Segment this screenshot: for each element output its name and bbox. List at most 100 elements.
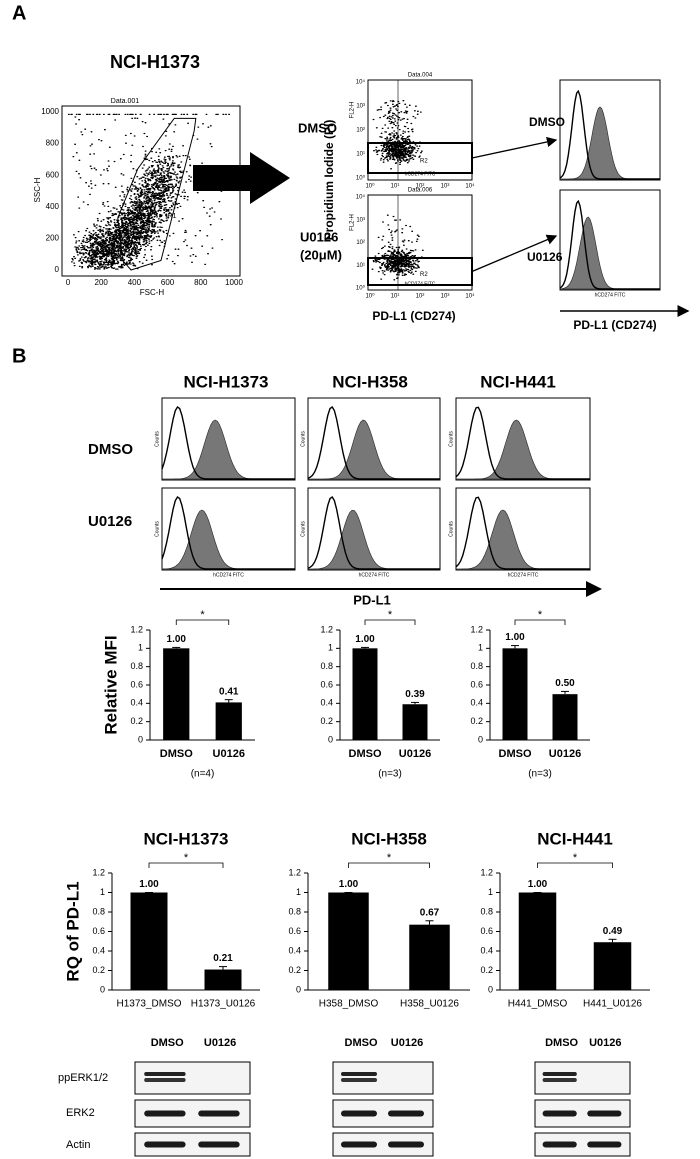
significance-label: * [388,609,393,621]
bar [328,892,369,990]
bar [402,704,428,740]
bar [502,648,528,740]
y-tick-label: 0.2 [288,965,301,975]
sample-note: (n=3) [378,769,402,780]
y-tick-label: 0 [100,984,105,994]
cell-line: NCI-H441 [480,372,556,391]
row-label: Actin [66,1139,90,1151]
y-tick-label: 0.4 [480,945,493,955]
bar [352,648,378,740]
x-tick-label: H441_DMSO [508,999,568,1010]
y-tick-label: 0.8 [320,661,333,671]
band [144,1141,186,1148]
hist-open [455,496,590,570]
x-tick-label: 0 [66,278,71,287]
hist-open [161,405,295,480]
value-label: 0.21 [213,953,233,964]
dotplot-dots [372,100,423,170]
hist-frame [307,487,441,571]
band [144,1078,186,1082]
panel-label: A [12,2,26,24]
y-tick-label: 0.8 [288,906,301,916]
y-tick-label: 0.2 [320,716,333,726]
y-tick-label: 10² [356,128,365,134]
y-tick-label: 0.8 [130,661,143,671]
significance-bracket [348,862,430,868]
y-tick-label: 0.2 [92,965,105,975]
axis-label: hCD274 FITC [405,171,436,177]
plot-header: Data.006 [408,188,433,194]
y-tick-label: 1 [478,643,483,653]
gate-label: R1 [168,213,177,220]
axis-label: SSC-H [33,177,42,202]
value-label: 1.00 [528,879,548,890]
y-tick-label: 1.2 [320,624,333,634]
y-tick-label: 0.8 [470,661,483,671]
scatter-dots [67,113,231,270]
bar [204,969,242,990]
y-tick-label: 0 [478,734,483,744]
y-tick-label: 0.2 [480,965,493,975]
value-label: 1.00 [505,632,525,643]
value-label: 0.49 [603,926,623,937]
y-tick-label: 0.6 [92,926,105,936]
chart-title: NCI-H358 [351,829,427,848]
hist-filled [308,509,440,570]
row-label: ERK2 [66,1107,95,1119]
bar [163,648,190,740]
y-tick-label: 0.4 [130,698,143,708]
bar [552,694,578,740]
lane-label: U0126 [204,1037,236,1049]
blot-frame [332,1132,434,1157]
hist-filled [456,509,590,570]
bar [518,892,557,990]
y-tick-label: 0.4 [470,698,483,708]
chart-title: NCI-H1373 [143,829,228,848]
x-tick-label: 800 [194,278,208,287]
lane-label: U0126 [391,1037,423,1049]
x-tick-label: 10² [416,294,425,300]
band [341,1141,377,1148]
x-tick-label: 10² [416,184,425,190]
gate-label: R2 [420,159,428,165]
x-tick-label: 600 [161,278,175,287]
lane-label: U0126 [589,1037,621,1049]
x-tick-label: 200 [95,278,109,287]
y-tick-label: 1 [296,887,301,897]
x-tick-label: 10³ [441,184,450,190]
condition-label: DMSO [298,120,337,135]
axis-label: hCD274 FITC [595,292,626,298]
axis-label: Counts [448,431,454,447]
axis-label: FSC-H [140,288,165,297]
band [542,1072,577,1076]
hist-filled [456,419,590,480]
band [341,1072,377,1076]
hist-frame [559,189,661,291]
blot-frame [134,1132,251,1157]
y-tick-label: 10³ [356,217,365,223]
y-tick-label: 10⁴ [356,79,366,86]
significance-label: * [387,852,392,864]
y-tick-label: 0.8 [480,906,493,916]
y-tick-label: 200 [46,234,60,243]
y-tick-label: 10¹ [356,263,365,269]
hist-filled [560,106,660,180]
gate [117,117,197,271]
y-tick-label: 0 [328,734,333,744]
axis-label: Counts [154,431,160,447]
axis-label: Counts [154,521,160,537]
y-tick-label: 1 [138,643,143,653]
value-label: 0.39 [405,689,425,700]
significance-bracket [537,862,613,868]
y-tick-label: 0.6 [470,679,483,689]
significance-label: * [200,609,205,621]
value-label: 0.50 [555,678,575,689]
condition-label: U0126 [300,229,338,244]
hist-filled [559,216,660,290]
x-tick-label: U0126 [549,748,581,760]
band [388,1110,424,1117]
sample-note: (n=4) [191,769,215,780]
x-tick-label: 10⁰ [365,293,375,300]
y-tick-label: 0 [55,265,60,274]
axis-label: Counts [300,521,306,537]
